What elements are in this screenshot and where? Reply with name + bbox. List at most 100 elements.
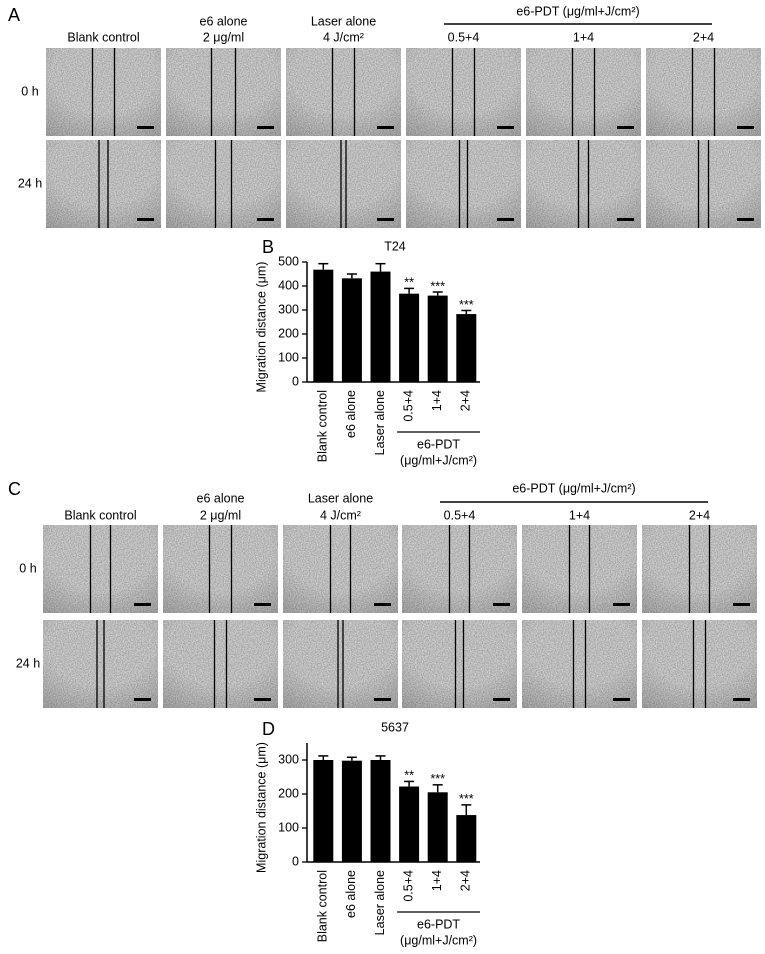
micrograph-texture <box>283 525 398 613</box>
micrograph-texture <box>46 48 161 136</box>
scale-bar <box>377 218 394 221</box>
y-axis-label: Migration distance (μm) <box>254 262 268 393</box>
micrograph-texture <box>402 620 517 708</box>
bar <box>370 271 391 382</box>
significance: *** <box>459 298 474 312</box>
scale-bar <box>617 126 634 129</box>
scale-bar <box>733 698 750 701</box>
x-tick-label: 0.5+4 <box>401 390 415 422</box>
y-tick-label: 500 <box>278 254 299 268</box>
chart-title: 5637 <box>381 720 409 734</box>
y-tick-label: 100 <box>278 820 299 834</box>
micrograph-texture <box>43 525 158 613</box>
micrograph-texture <box>402 525 517 613</box>
scale-bar <box>497 218 514 221</box>
micrograph-texture <box>526 140 641 228</box>
column-header: 0.5+4 <box>444 508 476 522</box>
x-tick-label: e6 alone <box>344 390 358 438</box>
x-tick-label: e6 alone <box>344 870 358 918</box>
column-header: Blank control <box>64 508 136 522</box>
x-tick-label: Laser alone <box>373 870 387 935</box>
column-header: 4 J/cm² <box>323 30 364 44</box>
column-header: e6 alone <box>200 14 248 28</box>
y-tick-label: 100 <box>278 350 299 364</box>
x-tick-label: Blank control <box>316 390 330 462</box>
y-tick-label: 200 <box>278 326 299 340</box>
scale-bar <box>613 603 630 606</box>
x-tick-label: 1+4 <box>430 870 444 891</box>
micrograph-texture <box>646 140 761 228</box>
micrograph-texture <box>406 140 521 228</box>
column-header: 2+4 <box>693 30 714 44</box>
scale-bar <box>134 698 151 701</box>
scale-bar <box>134 603 151 606</box>
micrograph-texture <box>646 48 761 136</box>
scale-bar <box>493 603 510 606</box>
scale-bar <box>137 126 154 129</box>
column-header: 2+4 <box>689 508 710 522</box>
micrograph-texture <box>522 620 637 708</box>
scale-bar <box>137 218 154 221</box>
scale-bar <box>497 126 514 129</box>
column-header: 4 J/cm² <box>320 508 361 522</box>
micrograph-texture <box>163 525 278 613</box>
micrograph-texture <box>43 620 158 708</box>
scale-bar <box>613 698 630 701</box>
panel-label: A <box>8 5 20 25</box>
bar <box>313 760 334 862</box>
bar <box>341 278 362 382</box>
group-header: e6-PDT (μg/ml+J/cm²) <box>516 4 639 18</box>
y-tick-label: 400 <box>278 278 299 292</box>
scale-bar <box>254 698 271 701</box>
scale-bar <box>377 126 394 129</box>
x-tick-label: Laser alone <box>373 390 387 455</box>
bar <box>456 314 477 382</box>
bar <box>427 792 448 862</box>
row-label: 0 h <box>19 561 36 575</box>
group-label: (μg/ml+J/cm²) <box>400 933 477 947</box>
chart-title: T24 <box>384 239 406 253</box>
y-tick-label: 0 <box>292 854 299 868</box>
group-label: e6-PDT <box>417 437 460 451</box>
column-header: Blank control <box>67 30 139 44</box>
scale-bar <box>254 603 271 606</box>
panel-label: D <box>262 719 275 739</box>
y-tick-label: 300 <box>278 302 299 316</box>
scale-bar <box>737 218 754 221</box>
column-header: 1+4 <box>573 30 594 44</box>
column-header: 2 μg/ml <box>203 30 244 44</box>
significance: ** <box>404 769 414 783</box>
micrograph-texture <box>166 140 281 228</box>
micrograph-texture <box>46 140 161 228</box>
y-axis-label: Migration distance (μm) <box>254 742 268 873</box>
micrograph-texture <box>283 620 398 708</box>
bar <box>399 293 420 382</box>
bar <box>456 815 477 862</box>
column-header: e6 alone <box>197 491 245 505</box>
column-header: Laser alone <box>308 491 373 505</box>
row-label: 24 h <box>18 176 42 190</box>
column-header: 1+4 <box>569 508 590 522</box>
column-header: Laser alone <box>311 14 376 28</box>
scale-bar <box>374 698 391 701</box>
significance: ** <box>404 276 414 290</box>
scale-bar <box>374 603 391 606</box>
row-label: 24 h <box>16 656 40 670</box>
column-header: 2 μg/ml <box>200 508 241 522</box>
bar <box>370 760 391 862</box>
bar <box>313 269 334 382</box>
scale-bar <box>737 126 754 129</box>
scale-bar <box>493 698 510 701</box>
y-tick-label: 300 <box>278 752 299 766</box>
x-tick-label: 2+4 <box>459 390 473 411</box>
micrograph-texture <box>163 620 278 708</box>
micrograph-texture <box>526 48 641 136</box>
bar <box>399 786 420 862</box>
panel-label: B <box>262 237 274 257</box>
micrograph-texture <box>286 48 401 136</box>
x-tick-label: 1+4 <box>430 390 444 411</box>
bar <box>427 295 448 382</box>
micrograph-texture <box>642 525 757 613</box>
micrograph-texture <box>406 48 521 136</box>
